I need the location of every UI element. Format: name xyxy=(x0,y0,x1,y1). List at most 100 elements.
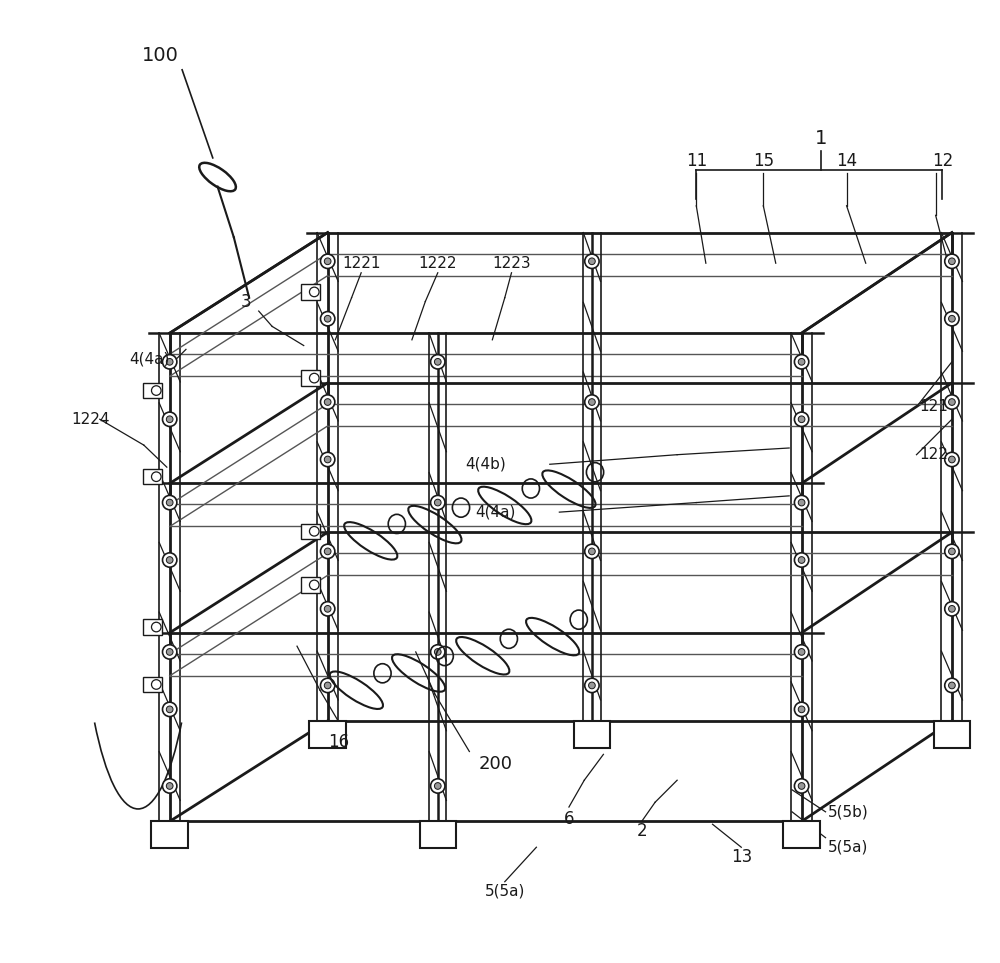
Circle shape xyxy=(585,544,599,559)
Text: 5(5a): 5(5a) xyxy=(827,840,868,855)
Circle shape xyxy=(320,395,335,409)
Text: 1: 1 xyxy=(815,129,827,148)
Text: 2: 2 xyxy=(636,822,647,840)
Circle shape xyxy=(324,456,331,463)
Circle shape xyxy=(324,316,331,322)
Circle shape xyxy=(434,783,441,790)
Circle shape xyxy=(945,395,959,409)
Text: 5(5b): 5(5b) xyxy=(827,804,868,820)
Circle shape xyxy=(798,648,805,655)
Text: 14: 14 xyxy=(836,152,857,169)
Circle shape xyxy=(163,553,177,567)
Text: 1221: 1221 xyxy=(342,256,380,271)
Circle shape xyxy=(431,495,445,509)
Circle shape xyxy=(320,254,335,269)
Text: 1223: 1223 xyxy=(492,256,531,271)
Circle shape xyxy=(949,316,955,322)
Text: 16: 16 xyxy=(329,733,350,751)
Circle shape xyxy=(324,258,331,265)
Circle shape xyxy=(794,412,809,427)
Circle shape xyxy=(945,678,959,692)
Text: 4(4a): 4(4a) xyxy=(475,505,515,520)
Circle shape xyxy=(945,544,959,559)
Text: 11: 11 xyxy=(686,152,707,169)
Circle shape xyxy=(324,548,331,555)
Circle shape xyxy=(589,548,595,555)
Bar xyxy=(301,524,320,539)
Circle shape xyxy=(434,358,441,365)
Circle shape xyxy=(309,287,319,297)
Bar xyxy=(301,371,320,386)
Circle shape xyxy=(949,548,955,555)
Circle shape xyxy=(320,602,335,616)
Circle shape xyxy=(320,453,335,467)
Circle shape xyxy=(309,580,319,589)
Bar xyxy=(151,821,188,848)
Circle shape xyxy=(166,358,173,365)
Circle shape xyxy=(794,553,809,567)
Circle shape xyxy=(163,779,177,794)
Circle shape xyxy=(945,254,959,269)
Circle shape xyxy=(166,706,173,713)
Circle shape xyxy=(949,682,955,689)
Circle shape xyxy=(309,527,319,536)
Circle shape xyxy=(151,472,161,482)
Circle shape xyxy=(309,374,319,383)
Bar xyxy=(143,619,162,635)
Circle shape xyxy=(945,312,959,325)
Circle shape xyxy=(585,395,599,409)
Circle shape xyxy=(949,456,955,463)
Text: 121: 121 xyxy=(919,400,948,414)
Text: 4(4a): 4(4a) xyxy=(129,351,170,367)
Text: 3: 3 xyxy=(241,293,252,310)
Circle shape xyxy=(163,495,177,509)
Circle shape xyxy=(324,606,331,612)
Text: 12: 12 xyxy=(932,152,953,169)
Circle shape xyxy=(163,354,177,369)
Circle shape xyxy=(585,254,599,269)
Circle shape xyxy=(324,399,331,405)
Circle shape xyxy=(163,645,177,659)
Circle shape xyxy=(589,399,595,405)
Circle shape xyxy=(798,557,805,563)
Circle shape xyxy=(151,680,161,690)
Text: 200: 200 xyxy=(478,755,512,773)
Circle shape xyxy=(794,354,809,369)
Circle shape xyxy=(798,416,805,423)
Circle shape xyxy=(431,645,445,659)
Text: 122: 122 xyxy=(919,447,948,462)
Bar xyxy=(420,821,456,848)
Circle shape xyxy=(434,648,441,655)
Circle shape xyxy=(320,678,335,692)
Circle shape xyxy=(798,358,805,365)
Circle shape xyxy=(166,557,173,563)
Circle shape xyxy=(166,499,173,506)
Circle shape xyxy=(434,499,441,506)
Circle shape xyxy=(166,416,173,423)
Circle shape xyxy=(949,399,955,405)
Circle shape xyxy=(324,682,331,689)
Circle shape xyxy=(589,258,595,265)
Circle shape xyxy=(589,682,595,689)
Circle shape xyxy=(166,783,173,790)
Bar xyxy=(574,721,610,747)
Circle shape xyxy=(585,678,599,692)
Circle shape xyxy=(794,495,809,509)
Circle shape xyxy=(945,453,959,467)
Circle shape xyxy=(798,783,805,790)
Circle shape xyxy=(945,602,959,616)
Circle shape xyxy=(431,354,445,369)
Bar xyxy=(309,721,346,747)
Circle shape xyxy=(794,645,809,659)
Text: 6: 6 xyxy=(564,810,574,827)
Circle shape xyxy=(949,258,955,265)
Circle shape xyxy=(320,544,335,559)
Text: 100: 100 xyxy=(142,46,179,65)
Bar xyxy=(143,383,162,399)
Text: 5(5a): 5(5a) xyxy=(485,884,525,898)
Circle shape xyxy=(163,702,177,716)
Text: 1224: 1224 xyxy=(71,412,110,427)
Text: 15: 15 xyxy=(753,152,774,169)
Text: 1222: 1222 xyxy=(419,256,457,271)
Circle shape xyxy=(320,312,335,325)
